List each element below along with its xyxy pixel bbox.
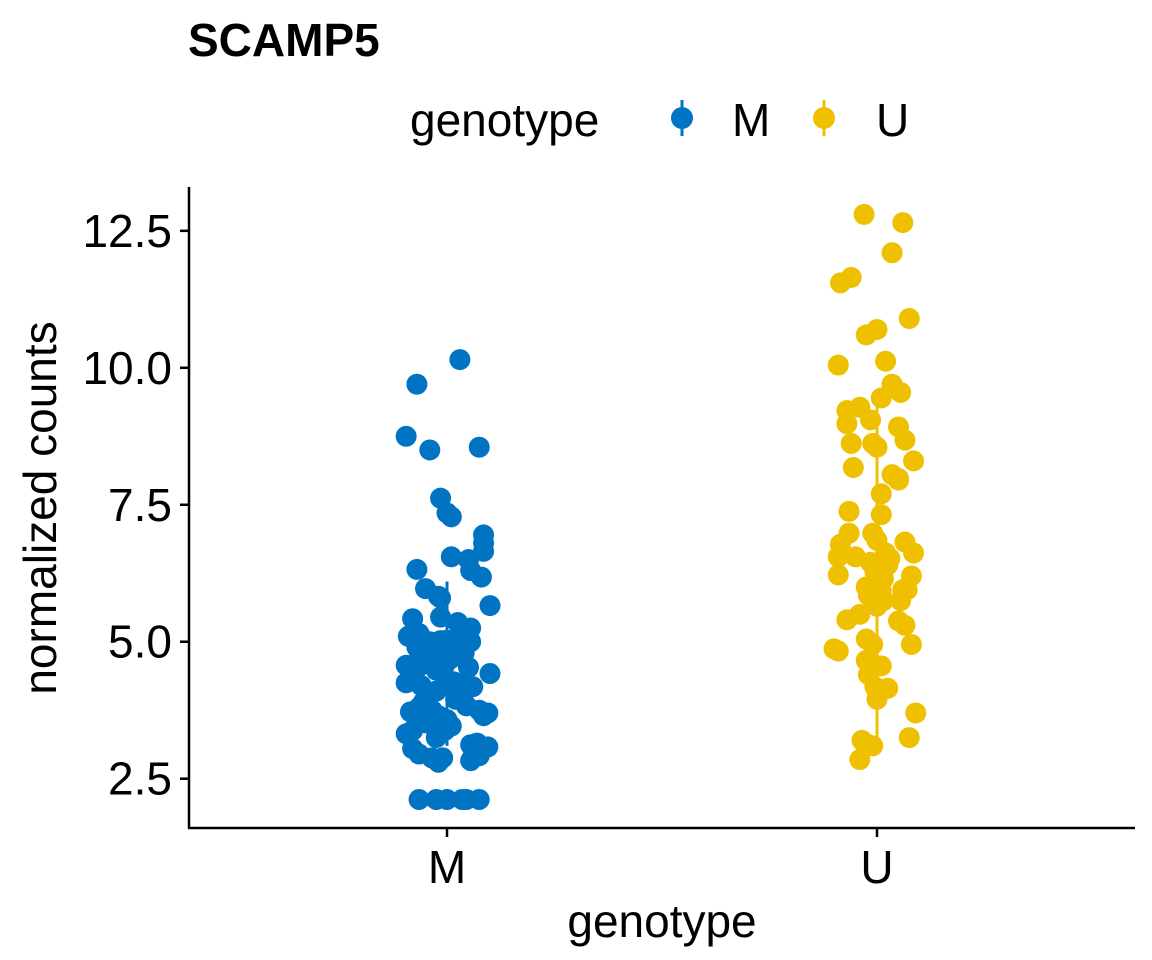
legend-label-m: M [732, 94, 770, 146]
data-point-u [827, 354, 849, 376]
data-point-u [894, 614, 916, 636]
data-point-m [440, 506, 462, 528]
data-point-m [470, 566, 492, 588]
data-point-u [853, 203, 875, 225]
data-point-u [870, 483, 892, 505]
data-point-u [862, 735, 884, 757]
data-point-m [430, 587, 452, 609]
data-points [395, 203, 927, 811]
legend-label-u: U [876, 94, 909, 146]
legend-title: genotype [410, 94, 599, 146]
data-point-u [890, 381, 912, 403]
y-tick-label: 10.0 [82, 342, 172, 394]
x-axis-title: genotype [567, 895, 756, 947]
legend-key-u-dot [813, 107, 835, 129]
data-point-m [458, 656, 479, 678]
data-point-u [898, 727, 920, 749]
data-point-u [903, 542, 925, 564]
data-point-u [862, 633, 884, 655]
data-point-m [468, 789, 490, 811]
data-point-u [890, 590, 912, 612]
y-axis-title: normalized counts [14, 321, 66, 694]
data-point-m [430, 606, 452, 628]
data-point-u [855, 324, 877, 346]
data-point-u [881, 242, 903, 264]
data-point-u [857, 664, 879, 686]
data-point-m [440, 546, 462, 568]
data-point-u [827, 564, 849, 586]
data-point-u [866, 595, 888, 617]
data-point-u [838, 500, 860, 522]
data-point-m [468, 436, 490, 458]
summary-bars [445, 406, 879, 746]
x-tick-label: U [860, 841, 893, 893]
data-point-u [840, 432, 862, 454]
data-point-u [905, 702, 927, 724]
data-point-u [836, 609, 858, 631]
data-point-m [479, 595, 501, 617]
data-point-m [395, 425, 417, 447]
data-point-u [849, 749, 871, 771]
data-point-m [462, 746, 484, 768]
data-point-m [419, 439, 441, 461]
y-tick-label: 7.5 [108, 479, 172, 531]
legend: genotype M U [410, 94, 909, 146]
data-point-u [870, 504, 892, 526]
data-point-u [892, 212, 914, 234]
data-point-m [434, 654, 456, 676]
legend-key-m-dot [671, 107, 693, 129]
data-point-m [436, 789, 458, 811]
data-point-u [860, 409, 882, 431]
data-point-u [900, 633, 922, 655]
data-point-m [473, 540, 495, 562]
y-tick-label: 5.0 [108, 616, 172, 668]
data-point-u [829, 272, 851, 294]
data-point-u [866, 688, 888, 710]
data-point-m [432, 747, 454, 769]
data-point-m [477, 702, 499, 724]
data-point-m [406, 558, 428, 580]
data-point-m [440, 715, 462, 737]
data-point-m [479, 663, 501, 685]
data-point-m [408, 789, 430, 811]
data-point-m [449, 349, 471, 371]
y-axis-ticks: 2.5 5.0 7.5 10.0 12.5 [82, 205, 189, 805]
data-point-u [842, 457, 864, 479]
data-point-u [827, 546, 849, 568]
data-point-u [870, 387, 892, 409]
data-point-u [898, 307, 920, 329]
data-point-u [903, 450, 925, 472]
chart-title: SCAMP5 [188, 14, 380, 66]
x-tick-label: M [428, 841, 466, 893]
data-point-m [402, 719, 424, 741]
data-point-m [425, 727, 447, 749]
data-point-m [406, 373, 428, 395]
data-point-u [894, 429, 916, 451]
data-point-u [888, 469, 909, 491]
y-tick-label: 2.5 [108, 753, 172, 805]
y-tick-label: 12.5 [82, 205, 172, 257]
data-point-u [866, 436, 888, 458]
data-point-u [827, 640, 849, 662]
data-point-u [836, 413, 858, 435]
data-point-u [875, 350, 897, 372]
